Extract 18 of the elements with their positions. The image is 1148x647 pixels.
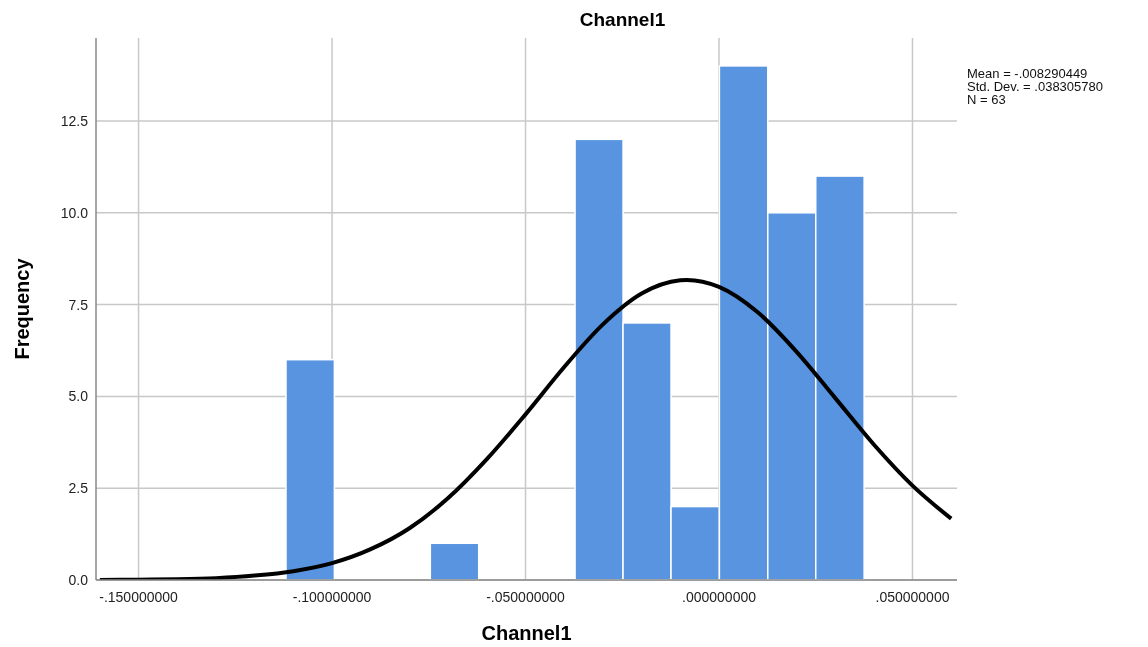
y-tick-label: 2.5 — [68, 480, 89, 497]
x-tick-label: -.100000000 — [292, 589, 372, 605]
text: N = 63 — [967, 92, 1006, 107]
text: Mean = -.008290449 — [967, 66, 1088, 81]
x-tick-label: .000000000 — [682, 589, 757, 605]
y-tick-label: 5.0 — [68, 388, 89, 405]
x-tick-label: -.150000000 — [99, 589, 179, 605]
text: Std. Dev. = .038305780 — [967, 79, 1103, 94]
y-tick-label: 0.0 — [68, 572, 89, 588]
y-axis-title: Frequency — [11, 257, 33, 360]
x-tick-label: -.050000000 — [486, 589, 566, 605]
line-series — [97, 277, 954, 580]
y-tick-label: 7.5 — [68, 296, 89, 313]
y-tick-label: 10.0 — [60, 204, 89, 221]
chart-title: Channel1 — [579, 9, 666, 30]
x-tick-label: .050000000 — [875, 589, 950, 605]
y-tick-label: 12.5 — [60, 112, 89, 129]
x-axis-title: Channel1 — [481, 622, 572, 644]
